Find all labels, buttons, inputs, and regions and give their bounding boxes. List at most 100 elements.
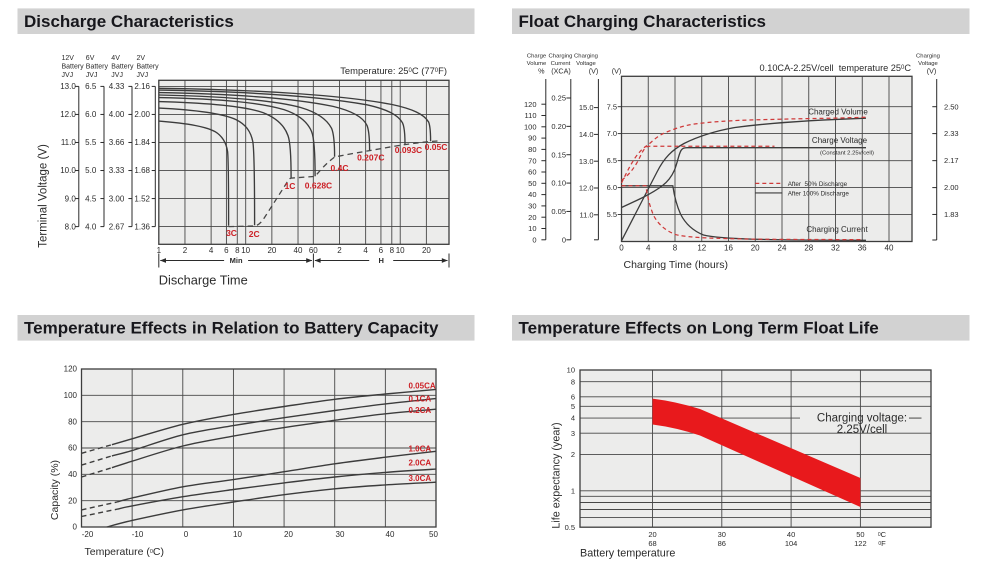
svg-text:JVJ: JVJ xyxy=(86,72,98,79)
svg-text:20: 20 xyxy=(528,213,536,222)
svg-text:Temperature (0C): Temperature (0C) xyxy=(85,546,165,558)
svg-text:6: 6 xyxy=(571,392,575,401)
svg-text:8: 8 xyxy=(673,243,678,252)
svg-text:68: 68 xyxy=(648,539,656,548)
svg-text:30: 30 xyxy=(718,530,726,539)
svg-text:Battery: Battery xyxy=(137,64,160,71)
svg-text:40: 40 xyxy=(68,470,77,479)
svg-text:After 100% Discharge: After 100% Discharge xyxy=(788,190,850,197)
svg-text:JVJ: JVJ xyxy=(62,72,74,79)
svg-text:5.5: 5.5 xyxy=(607,210,617,219)
svg-text:40: 40 xyxy=(787,530,795,539)
svg-text:3.66: 3.66 xyxy=(109,138,125,147)
svg-text:32: 32 xyxy=(831,243,840,252)
svg-text:1.68: 1.68 xyxy=(134,166,150,175)
svg-text:4.5: 4.5 xyxy=(85,194,97,203)
svg-text:6.0: 6.0 xyxy=(607,183,617,192)
svg-text:JVJ: JVJ xyxy=(137,72,149,79)
svg-text:1C: 1C xyxy=(285,181,296,191)
svg-text:0: 0 xyxy=(184,530,189,539)
svg-text:40: 40 xyxy=(885,243,894,252)
svg-text:100: 100 xyxy=(64,391,78,400)
svg-text:4: 4 xyxy=(571,414,575,423)
svg-text:9.0: 9.0 xyxy=(65,194,77,203)
svg-text:11.0: 11.0 xyxy=(61,138,77,147)
svg-text:3.00: 3.00 xyxy=(109,194,125,203)
svg-text:(XCA): (XCA) xyxy=(551,67,571,76)
svg-text:Discharge Time: Discharge Time xyxy=(159,273,248,288)
svg-text:0.5: 0.5 xyxy=(565,523,575,532)
svg-text:0.1CA: 0.1CA xyxy=(409,395,432,404)
svg-text:2: 2 xyxy=(337,246,342,255)
svg-text:15.0: 15.0 xyxy=(579,103,594,112)
svg-text:After 50% Discharge: After 50% Discharge xyxy=(788,181,848,188)
svg-text:104: 104 xyxy=(785,539,798,548)
svg-text:6.0: 6.0 xyxy=(85,110,97,119)
svg-text:40: 40 xyxy=(528,190,536,199)
svg-text:30: 30 xyxy=(336,530,345,539)
svg-text:1.83: 1.83 xyxy=(944,210,959,219)
svg-text:86: 86 xyxy=(718,539,726,548)
svg-text:Voltage: Voltage xyxy=(576,61,596,67)
svg-text:2C: 2C xyxy=(249,229,260,239)
svg-text:20: 20 xyxy=(751,243,760,252)
svg-text:1.0CA: 1.0CA xyxy=(409,444,432,453)
svg-text:5: 5 xyxy=(571,402,575,411)
svg-text:1.52: 1.52 xyxy=(134,194,150,203)
svg-text:Terminal Voltage (V): Terminal Voltage (V) xyxy=(38,144,50,248)
svg-text:Float Charging Characteristics: Float Charging Characteristics xyxy=(519,12,767,31)
svg-text:50: 50 xyxy=(856,530,864,539)
svg-text:60: 60 xyxy=(68,444,77,453)
svg-text:0C: 0C xyxy=(878,530,887,539)
svg-text:0.05CA: 0.05CA xyxy=(409,382,436,391)
svg-text:3.33: 3.33 xyxy=(109,166,125,175)
svg-text:110: 110 xyxy=(525,111,537,120)
svg-text:-20: -20 xyxy=(82,530,94,539)
svg-text:6: 6 xyxy=(224,246,229,255)
svg-text:1: 1 xyxy=(157,246,162,255)
svg-text:40: 40 xyxy=(386,530,395,539)
svg-text:Discharge Characteristics: Discharge Characteristics xyxy=(24,12,234,31)
svg-text:0.05: 0.05 xyxy=(551,207,566,216)
svg-text:Charging: Charging xyxy=(574,54,598,60)
svg-text:12.0: 12.0 xyxy=(579,184,594,193)
svg-text:10: 10 xyxy=(241,246,250,255)
svg-text:1: 1 xyxy=(571,486,575,495)
svg-text:20: 20 xyxy=(267,246,276,255)
svg-text:50: 50 xyxy=(429,530,438,539)
svg-text:0.15: 0.15 xyxy=(551,150,566,159)
svg-text:Charging voltage:: Charging voltage: xyxy=(817,413,907,425)
svg-text:2: 2 xyxy=(183,246,188,255)
svg-text:0.10: 0.10 xyxy=(551,179,566,188)
svg-text:36: 36 xyxy=(858,243,867,252)
svg-text:120: 120 xyxy=(524,100,537,109)
svg-text:6: 6 xyxy=(379,246,384,255)
svg-text:7.0: 7.0 xyxy=(607,129,617,138)
svg-text:0.20: 0.20 xyxy=(551,122,566,131)
svg-text:0.4C: 0.4C xyxy=(331,163,349,173)
svg-text:8: 8 xyxy=(235,246,240,255)
svg-text:120: 120 xyxy=(64,365,78,374)
svg-text:10: 10 xyxy=(396,246,405,255)
svg-text:10: 10 xyxy=(567,366,575,375)
svg-text:4: 4 xyxy=(209,246,214,255)
svg-text:80: 80 xyxy=(528,145,536,154)
svg-text:10: 10 xyxy=(233,530,242,539)
svg-text:2.33: 2.33 xyxy=(944,129,959,138)
svg-text:Current: Current xyxy=(551,61,571,67)
svg-text:2.50: 2.50 xyxy=(944,102,959,111)
svg-text:1.36: 1.36 xyxy=(134,222,150,231)
svg-text:Battery: Battery xyxy=(111,64,134,71)
svg-text:3C: 3C xyxy=(226,228,237,238)
svg-text:4: 4 xyxy=(363,246,368,255)
svg-text:4V: 4V xyxy=(111,55,120,62)
svg-text:0.25: 0.25 xyxy=(551,94,566,103)
svg-text:Battery: Battery xyxy=(62,64,85,71)
svg-text:(V): (V) xyxy=(612,67,622,76)
svg-text:8: 8 xyxy=(571,377,575,386)
svg-text:40: 40 xyxy=(294,246,303,255)
svg-text:50: 50 xyxy=(528,179,536,188)
svg-text:Charging: Charging xyxy=(916,54,940,60)
svg-text:20: 20 xyxy=(648,530,656,539)
svg-text:60: 60 xyxy=(528,168,536,177)
